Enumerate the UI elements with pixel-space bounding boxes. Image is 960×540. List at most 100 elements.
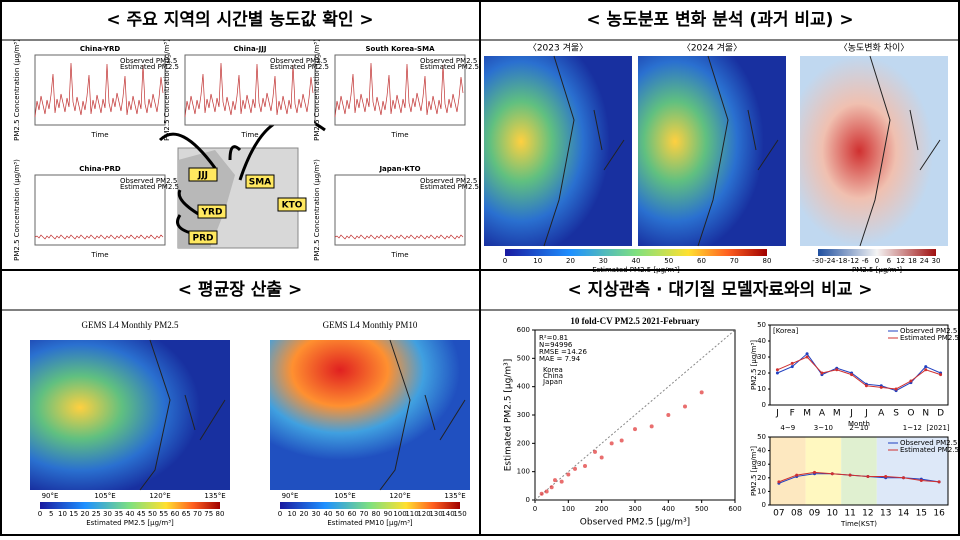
point [666, 413, 671, 417]
point [649, 424, 654, 429]
colorbar-tick: 5 [49, 510, 53, 518]
x-tick-label: 100 [562, 505, 575, 513]
point [775, 371, 779, 375]
point [775, 368, 779, 372]
legend-entry: Japan [542, 378, 563, 386]
lon-tick: 105°E [94, 492, 115, 500]
legend-entry: Observed PM2.5 [420, 57, 477, 65]
point [820, 371, 824, 375]
y-tick-label: 40 [757, 337, 766, 345]
colorbar-tick: 10 [288, 510, 297, 518]
x-tick-label: S [893, 409, 899, 419]
band-label: 3~10 [814, 424, 833, 432]
x-axis-label: Time(KST) [840, 520, 877, 528]
x-tick-label: 08 [791, 509, 803, 519]
y-tick-label: 40 [757, 447, 766, 455]
band [876, 437, 948, 505]
point [939, 373, 943, 377]
legend-entry: Estimated PM2.5 [120, 63, 179, 71]
legend-entry: Estimated PM2.5 [900, 334, 959, 342]
series-line [334, 62, 464, 118]
x-tick-label: N [922, 409, 929, 419]
x-axis-label: Time [390, 131, 408, 139]
legend-entry: Observed PM2.5 [900, 327, 957, 335]
chart-frame [34, 174, 166, 246]
x-tick-label: 10 [827, 509, 839, 519]
colorbar-tick: 10 [533, 257, 542, 265]
lon-tick: 120°E [389, 492, 410, 500]
coastline [859, 55, 941, 247]
chart-tag: [Korea] [773, 327, 799, 335]
colorbar-tick: -18 [836, 257, 847, 265]
lon-tick: 90°E [282, 492, 299, 500]
point [813, 470, 816, 474]
series-line [184, 62, 314, 118]
point [790, 365, 794, 369]
map [484, 56, 632, 246]
point [544, 489, 549, 494]
legend-entry: Estimated PM2.5 [420, 183, 479, 191]
region-tag [188, 230, 218, 245]
point [864, 384, 868, 388]
colorbar-tick: 10 [58, 510, 67, 518]
colorbar-tick: 60 [348, 510, 357, 518]
point [894, 387, 898, 391]
legend-entry: Estimated PM2.5 [270, 63, 329, 71]
point [553, 478, 557, 483]
legend-entry: Estimated PM2.5 [420, 63, 479, 71]
point [593, 449, 597, 454]
x-tick-label: 500 [695, 505, 708, 513]
x-axis-label: Time [240, 131, 258, 139]
map [30, 340, 230, 490]
point [924, 365, 928, 369]
point [795, 473, 799, 477]
band-label: [2021] [926, 424, 950, 432]
colorbar-tick: 60 [697, 257, 706, 265]
x-tick-label: 09 [809, 509, 821, 519]
legend-entry: Estimated PM2.5 [900, 446, 959, 454]
colorbar-tick: 25 [92, 510, 101, 518]
x-axis-label: Month [848, 420, 870, 428]
legend-entry: Observed PM2.5 [120, 57, 177, 65]
x-tick-label: O [907, 409, 914, 419]
legend-entry: Estimated PM2.5 [120, 183, 179, 191]
coastline [139, 339, 226, 491]
y-tick-label: 20 [757, 474, 766, 482]
legend-entry: Korea [543, 366, 563, 374]
colorbar-tick: 70 [193, 510, 202, 518]
region-label: YRD [201, 208, 223, 218]
point [559, 479, 564, 484]
y-axis-label: Estimated PM2.5 [μg/m³] [504, 359, 514, 472]
plot-frame [534, 329, 736, 501]
colorbar-tick: 75 [204, 510, 213, 518]
colorbar-tick: 20 [300, 510, 309, 518]
colorbar-tick: 65 [182, 510, 191, 518]
point [866, 474, 870, 478]
legend-entry: Observed PM2.5 [120, 177, 177, 185]
y-tick-label: 10 [757, 385, 766, 393]
region-tag [245, 174, 275, 189]
colorbar-tick: 140 [441, 510, 454, 518]
x-tick-label: 0 [533, 505, 537, 513]
colorbar-tick: 80 [372, 510, 381, 518]
chart-title: China-YRD [80, 45, 121, 53]
panel-title: < 지상관측 · 대기질 모델자료와의 비교 > [567, 279, 872, 300]
region-label: PRD [193, 234, 214, 244]
point [790, 361, 794, 365]
colorbar-tick: 55 [159, 510, 168, 518]
x-tick-label: J [849, 409, 853, 419]
series-line [334, 234, 464, 240]
colorbar-tick: 45 [137, 510, 146, 518]
chart-frame [334, 174, 466, 246]
y-tick-label: 20 [757, 369, 766, 377]
x-tick-label: 400 [662, 505, 675, 513]
y-axis-label: PM2.5 [μg/m³] [750, 446, 758, 496]
y-axis-label: PM2.5 Concentration (μg/m³) [13, 39, 21, 141]
colorbar-tick: 80 [763, 257, 772, 265]
stat: N=94996 [539, 341, 573, 349]
colorbar-tick: 12 [896, 257, 905, 265]
colorbar-tick: 90 [384, 510, 393, 518]
point [549, 485, 554, 490]
y-tick-label: 200 [517, 439, 530, 447]
map-title: 〈2023 겨울〉 [528, 43, 588, 54]
